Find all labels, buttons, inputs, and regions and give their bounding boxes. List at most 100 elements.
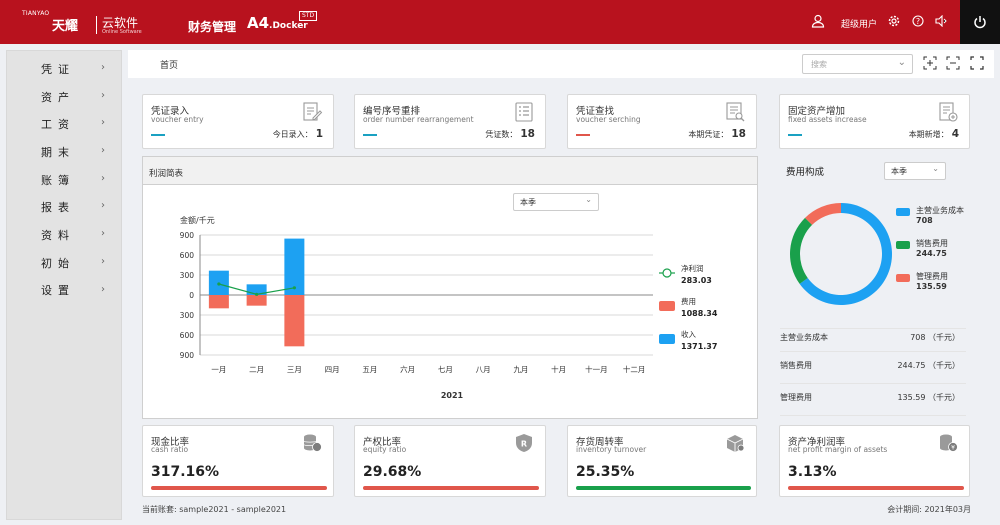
metric-label: 本期新增： — [908, 130, 949, 139]
user-icon[interactable] — [811, 14, 825, 28]
user-name[interactable]: 超级用户 — [841, 20, 878, 30]
donut-slice-管理费用[interactable] — [805, 203, 841, 225]
card-title: 凭证录入 — [151, 106, 190, 117]
legend-label: 销售费用 — [916, 239, 948, 248]
cost-row-label: 销售费用 — [780, 361, 812, 370]
point-净利润[interactable] — [255, 292, 259, 296]
ratio-value: 317.16% — [151, 464, 220, 480]
locate-icon[interactable] — [923, 56, 937, 70]
tab-home[interactable]: 首页 — [160, 61, 179, 71]
card-net-profit-margin[interactable]: 资产净利润率 net profit margin of assets 3.13%… — [779, 425, 970, 497]
search-input[interactable]: 搜索 ⌄ — [802, 54, 913, 74]
y-tick-label: 900 — [180, 231, 195, 240]
sidebar-item-voucher[interactable]: 凭证 › — [7, 55, 121, 83]
panel-title: 利润简表 — [143, 157, 757, 185]
fullscreen-icon[interactable] — [970, 56, 984, 70]
power-button[interactable] — [960, 0, 1000, 44]
metric-value: 1 — [315, 128, 323, 140]
card-title: 资产净利润率 — [788, 437, 846, 448]
box-icon — [726, 435, 745, 452]
legend-item-main-cost: 主营业务成本 708 — [896, 206, 964, 226]
card-voucher-search[interactable]: 凭证查找 voucher serching 本期凭证： 18 — [567, 94, 757, 149]
card-fixed-assets[interactable]: 固定资产增加 fixed assets increase 本期新增： 4 — [779, 94, 970, 149]
point-净利润[interactable] — [292, 286, 296, 290]
metric-label: 凭证数： — [485, 130, 518, 139]
point-净利润[interactable] — [217, 282, 221, 286]
logo-cn: 天耀 — [52, 19, 79, 34]
card-voucher-entry[interactable]: 凭证录入 voucher entry 今日录入： 1 — [142, 94, 334, 149]
card-title: 凭证查找 — [576, 106, 615, 117]
sidebar-item-payroll[interactable]: 工资 › — [7, 110, 121, 138]
x-tick-label: 九月 — [513, 365, 528, 374]
profit-chart-panel: 利润简表 本季 ⌄ 金额/千元 900 600 300 0 300 600 900 一月 二月 三月 四… — [142, 156, 758, 419]
bar-费用[interactable] — [284, 295, 305, 347]
sidebar-item-settings[interactable]: 设置 › — [7, 277, 121, 305]
card-cash-ratio[interactable]: 现金比率 cash ratio 317.16% — [142, 425, 334, 497]
bar-收入[interactable] — [284, 238, 305, 295]
help-icon[interactable]: ? — [911, 14, 925, 28]
nav-finance[interactable]: 财务管理 — [188, 20, 237, 34]
y-tick-label: 300 — [180, 311, 195, 320]
cost-row: 主营业务成本 708 （千元） — [780, 328, 966, 352]
sidebar-item-label: 设置 — [41, 284, 75, 298]
search-placeholder: 搜索 — [811, 60, 827, 69]
card-metric: 今日录入： 1 — [273, 128, 323, 140]
legend-swatch — [659, 301, 675, 311]
profit-chart: 金额/千元 900 600 300 0 300 600 900 一月 二月 三月 四月 五月 六月 七月 八月… — [180, 215, 718, 400]
bar-收入[interactable] — [246, 284, 267, 295]
card-accent — [151, 134, 165, 136]
legend-value: 283.03 — [681, 276, 712, 285]
y-tick-label: 900 — [180, 351, 195, 360]
power-icon — [974, 16, 986, 29]
legend-value: 708 — [916, 216, 933, 225]
bar-费用[interactable] — [208, 295, 229, 309]
sidebar-item-label: 资料 — [41, 228, 75, 242]
sidebar-item-label: 账簿 — [41, 173, 75, 187]
sidebar-item-ledger[interactable]: 账簿 › — [7, 166, 121, 194]
legend-swatch — [896, 274, 910, 282]
card-order-rearrange[interactable]: 编号序号重排 order number rearrangement 凭证数： 18 — [354, 94, 546, 149]
x-axis-label: 2021 — [441, 391, 464, 400]
chevron-right-icon: › — [101, 89, 105, 101]
legend-swatch — [896, 241, 910, 249]
card-inventory-turnover[interactable]: 存货周转率 inventory turnover 25.35% — [567, 425, 757, 497]
cost-period-select[interactable]: 本季 ⌄ — [884, 162, 946, 180]
cost-row-label: 主营业务成本 — [780, 333, 828, 342]
chevron-right-icon: › — [101, 172, 105, 184]
y-tick-label: 600 — [180, 331, 195, 340]
shield-r-icon: R — [516, 434, 532, 452]
card-title: 编号序号重排 — [363, 106, 421, 117]
voucher-edit-icon — [303, 102, 323, 121]
card-accent — [788, 134, 802, 136]
sidebar-item-reports[interactable]: 报表 › — [7, 193, 121, 221]
chevron-down-icon: ⌄ — [897, 57, 906, 68]
y-axis-label: 金额/千元 — [180, 215, 215, 225]
card-subtitle: order number rearrangement — [363, 115, 474, 124]
period-select[interactable]: 本季 ⌄ — [513, 193, 599, 211]
volume-icon[interactable] — [934, 14, 948, 28]
fit-icon[interactable] — [946, 56, 960, 70]
sidebar-item-assets[interactable]: 资产 › — [7, 83, 121, 111]
sidebar-item-init[interactable]: 初始 › — [7, 249, 121, 277]
bar-费用[interactable] — [246, 295, 267, 306]
x-tick-label: 一月 — [211, 365, 226, 374]
sidebar-item-period-end[interactable]: 期末 › — [7, 138, 121, 166]
sidebar-item-data[interactable]: 资料 › — [7, 221, 121, 249]
panel-title: 费用构成 — [786, 167, 825, 178]
sidebar-item-label: 工资 — [41, 118, 75, 132]
asset-add-icon — [939, 102, 958, 122]
donut-slice-销售费用[interactable] — [790, 217, 813, 284]
chevron-right-icon: › — [101, 62, 105, 73]
card-subtitle: cash ratio — [151, 445, 189, 454]
account-set-info: 当前账套: sample2021 - sample2021 — [142, 505, 287, 514]
settings-icon[interactable] — [887, 14, 901, 28]
sidebar-item-label: 报表 — [41, 201, 75, 215]
nav-a4-docker[interactable]: A4.Docker — [247, 14, 308, 32]
coins-icon — [303, 434, 322, 452]
y-tick-label: 300 — [180, 271, 195, 280]
card-equity-ratio[interactable]: 产权比率 equity ratio 29.68% R — [354, 425, 546, 497]
card-subtitle: net profit margin of assets — [788, 445, 888, 454]
cost-structure-panel: 费用构成 本季 ⌄ 主营业务成本 708 销售费用 244.75 管理费用 135.59… — [778, 156, 966, 416]
legend-value: 244.75 — [916, 249, 947, 258]
cost-row-value: 244.75 （千元） — [897, 361, 960, 370]
